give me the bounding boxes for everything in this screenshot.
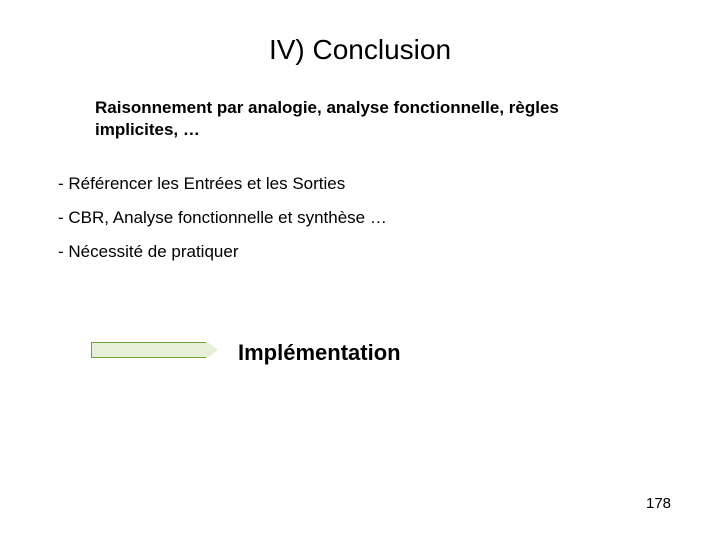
bullet-item: - Nécessité de pratiquer: [58, 242, 387, 262]
slide-title: IV) Conclusion: [0, 34, 720, 66]
implementation-label: Implémentation: [238, 340, 401, 366]
arrow-icon: [91, 342, 207, 358]
slide-subtitle: Raisonnement par analogie, analyse fonct…: [95, 97, 595, 141]
slide: IV) Conclusion Raisonnement par analogie…: [0, 0, 720, 540]
bullet-item: - Référencer les Entrées et les Sorties: [58, 174, 387, 194]
bullet-list: - Référencer les Entrées et les Sorties …: [58, 174, 387, 276]
bullet-item: - CBR, Analyse fonctionnelle et synthèse…: [58, 208, 387, 228]
page-number: 178: [646, 495, 671, 512]
